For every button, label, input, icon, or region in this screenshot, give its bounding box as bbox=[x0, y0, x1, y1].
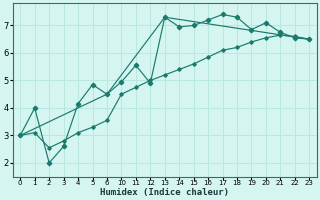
X-axis label: Humidex (Indice chaleur): Humidex (Indice chaleur) bbox=[100, 188, 229, 197]
